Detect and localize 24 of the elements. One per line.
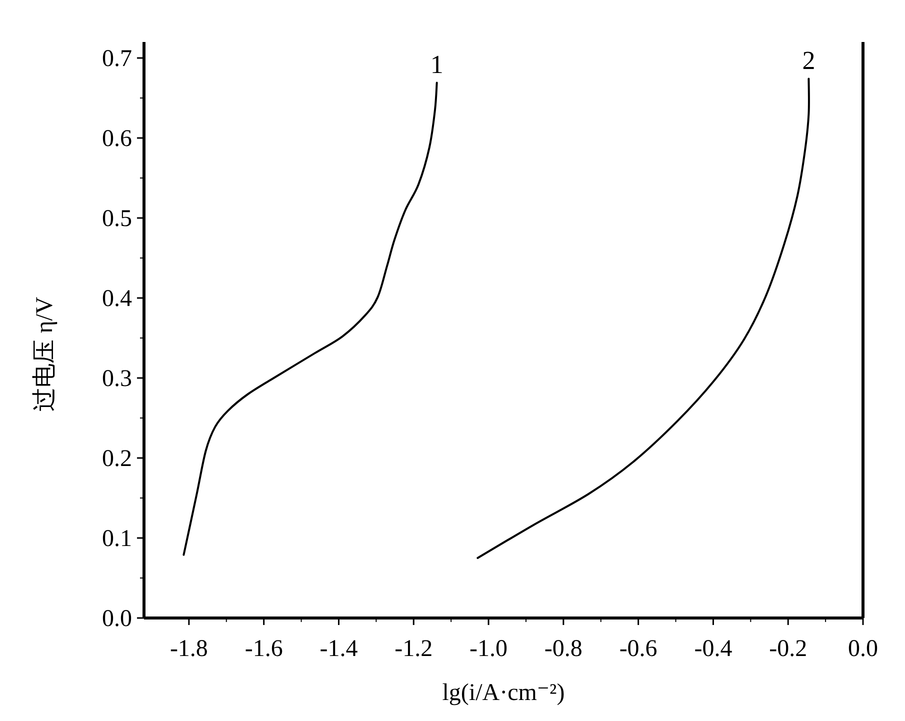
y-tick-label: 0.0 bbox=[102, 606, 132, 632]
y-tick-label: 0.4 bbox=[102, 286, 132, 312]
x-tick-label: -0.4 bbox=[694, 636, 732, 662]
y-tick-label: 0.1 bbox=[102, 526, 132, 552]
x-tick-label: -0.2 bbox=[769, 636, 808, 662]
y-tick-label: 0.6 bbox=[102, 126, 132, 152]
x-tick-label: -0.8 bbox=[544, 636, 582, 662]
series-label: 2 bbox=[802, 46, 816, 75]
x-tick-label: -1.0 bbox=[470, 636, 508, 662]
x-tick-label: -0.6 bbox=[619, 636, 658, 662]
xlabel: lg(i/A·cm⁻²) bbox=[442, 680, 565, 706]
x-tick-label: -1.6 bbox=[244, 636, 283, 662]
ylabel: 过电压 η/V bbox=[32, 296, 58, 412]
y-tick-label: 0.2 bbox=[102, 446, 132, 472]
x-tick-label: -1.8 bbox=[170, 636, 208, 662]
line-series bbox=[182, 82, 438, 556]
x-tick-label: -1.4 bbox=[320, 636, 358, 662]
y-tick-label: 0.7 bbox=[102, 46, 132, 72]
x-tick-label: -1.2 bbox=[394, 636, 433, 662]
y-tick-label: 0.5 bbox=[102, 206, 132, 232]
x-tick-label: 0.0 bbox=[848, 636, 878, 662]
series-label: 1 bbox=[430, 50, 444, 79]
y-tick-label: 0.3 bbox=[102, 366, 132, 392]
line-series bbox=[476, 78, 810, 559]
